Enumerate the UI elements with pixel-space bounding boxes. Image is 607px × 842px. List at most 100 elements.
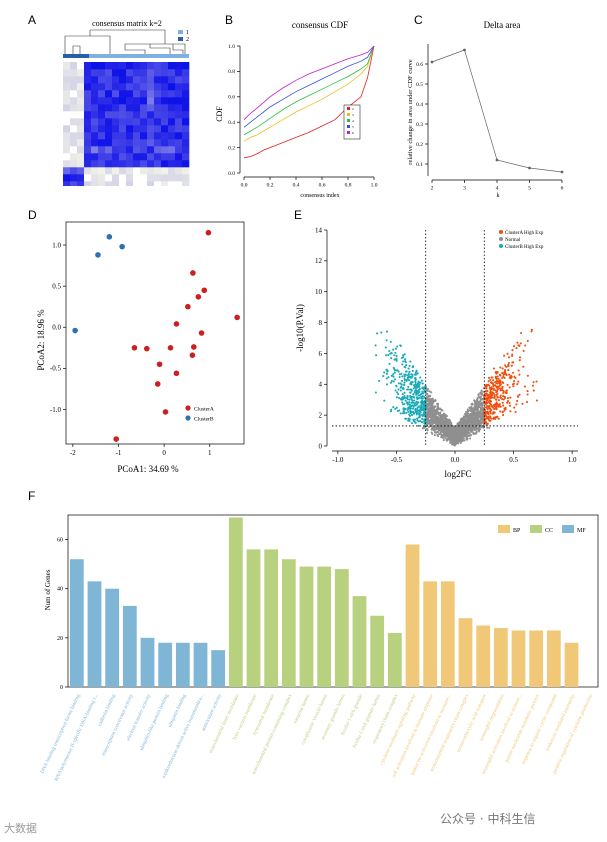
volcano-point-clusterA <box>523 385 526 388</box>
heatmap-cell <box>119 167 127 175</box>
heatmap-cell <box>84 83 92 91</box>
heatmap-cell <box>182 181 190 186</box>
volcano-point-clusterB <box>392 406 395 409</box>
go-legend-label: BP <box>513 528 521 534</box>
volcano-point-clusterB <box>402 360 405 363</box>
heatmap-cell <box>70 139 78 147</box>
y-tick-label: 0.0 <box>52 324 61 332</box>
heatmap-cell <box>182 174 190 182</box>
heatmap-cell <box>91 160 99 168</box>
volcano-point-clusterB <box>416 385 419 388</box>
heatmap-cell <box>112 139 120 147</box>
volcano-point-clusterB <box>420 379 424 382</box>
heatmap-cell <box>91 146 99 154</box>
heatmap-cell <box>84 111 92 119</box>
volcano-point-clusterA <box>526 339 529 343</box>
volcano-point-normal <box>465 431 468 434</box>
heatmap-cell <box>140 139 148 147</box>
go-category-label: purine nucleotide metabolic process <box>504 693 541 763</box>
heatmap-cell <box>84 125 92 133</box>
volcano-point-clusterB <box>389 352 392 355</box>
volcano-point-normal <box>438 433 441 436</box>
heatmap-cell <box>140 118 148 126</box>
volcano-point-clusterB <box>406 376 409 379</box>
volcano-point-clusterA <box>485 421 488 424</box>
heatmap-cell <box>126 132 134 140</box>
plot-frame <box>65 221 245 445</box>
delta-ylabel: relative change in area under CDF curve <box>407 59 414 165</box>
volcano-point-clusterB <box>400 372 403 375</box>
go-bar-cc <box>264 549 279 687</box>
volcano-point-clusterA <box>501 386 504 390</box>
volcano-point-clusterB <box>417 424 420 427</box>
pcoa-point-clustera <box>205 229 212 236</box>
cdf-legend-swatch <box>347 119 350 122</box>
heatmap-cell <box>175 181 183 186</box>
heatmap-cell <box>133 125 141 133</box>
volcano-point-clusterA <box>512 361 515 364</box>
heatmap-cell <box>168 174 176 182</box>
heatmap-cell <box>77 76 85 84</box>
volcano-point-normal <box>463 416 466 419</box>
heatmap-cell <box>182 90 190 98</box>
volcano-point-clusterA <box>504 371 507 374</box>
volcano-point-clusterA <box>488 384 491 387</box>
volcano-point-clusterB <box>408 407 411 410</box>
volcano-point-normal <box>434 422 437 425</box>
volcano-point-clusterA <box>494 377 498 380</box>
go-bar-cc <box>370 615 385 687</box>
volcano-point-clusterB <box>401 393 404 396</box>
pcoa-legend-label: ClusterA <box>194 407 214 413</box>
heatmap-cell <box>140 167 148 175</box>
y-tick-label: 4 <box>319 381 323 389</box>
volcano-point-clusterB <box>407 388 411 391</box>
volcano-point-clusterB <box>402 387 405 390</box>
go-ylabel: Num of Genes <box>44 569 52 610</box>
volcano-point-clusterB <box>398 409 401 412</box>
heatmap-cell <box>77 104 85 112</box>
volcano-point-normal <box>439 415 443 418</box>
heatmap-cell <box>182 132 190 140</box>
volcano-point-clusterB <box>378 379 381 382</box>
heatmap-cell <box>119 90 127 98</box>
volcano-point-clusterA <box>495 415 498 418</box>
heatmap-cell <box>119 76 127 84</box>
volcano-point-clusterA <box>518 344 521 347</box>
heatmap-cell <box>168 97 176 105</box>
heatmap-cell <box>98 174 106 182</box>
heatmap-cell <box>63 167 71 175</box>
volcano-point-normal <box>469 433 472 436</box>
volcano-point-clusterB <box>398 375 401 379</box>
volcano-point-clusterA <box>508 401 511 405</box>
y-tick-label: 1.0 <box>52 241 61 249</box>
volcano-legend-dot <box>499 230 503 234</box>
go-bar-bp <box>564 642 579 687</box>
heatmap-cell <box>140 97 148 105</box>
volcano-point-normal <box>444 437 447 440</box>
y-tick-label: 20 <box>57 636 63 642</box>
y-tick-label: 0.4 <box>416 102 423 108</box>
volcano-point-normal <box>460 440 463 443</box>
volcano-point-normal <box>467 422 470 425</box>
heatmap-cell <box>140 111 148 119</box>
heatmap-cell <box>63 62 71 70</box>
go-category-label: oxidoreductase-driven active transmembra… <box>161 693 205 779</box>
volcano-point-clusterA <box>530 330 533 333</box>
volcano-legend-label: ClusterB High Exp <box>505 245 544 250</box>
heatmap-cell <box>70 146 78 154</box>
heatmap-cell <box>175 62 183 70</box>
volcano-point-clusterB <box>392 366 395 369</box>
heatmap-cells <box>63 62 190 186</box>
volcano-point-normal <box>481 402 484 405</box>
volcano-point-clusterB <box>406 374 409 377</box>
volcano-point-clusterB <box>403 365 406 368</box>
heatmap-cell <box>147 111 155 119</box>
heatmap-cell <box>161 76 169 84</box>
volcano-point-clusterB <box>406 394 409 397</box>
volcano-point-clusterB <box>395 396 398 399</box>
heatmap-cell <box>126 62 134 70</box>
heatmap-cell <box>119 139 127 147</box>
heatmap-cell <box>133 160 141 168</box>
volcano-point-normal <box>433 412 436 415</box>
heatmap-cell <box>70 118 78 126</box>
